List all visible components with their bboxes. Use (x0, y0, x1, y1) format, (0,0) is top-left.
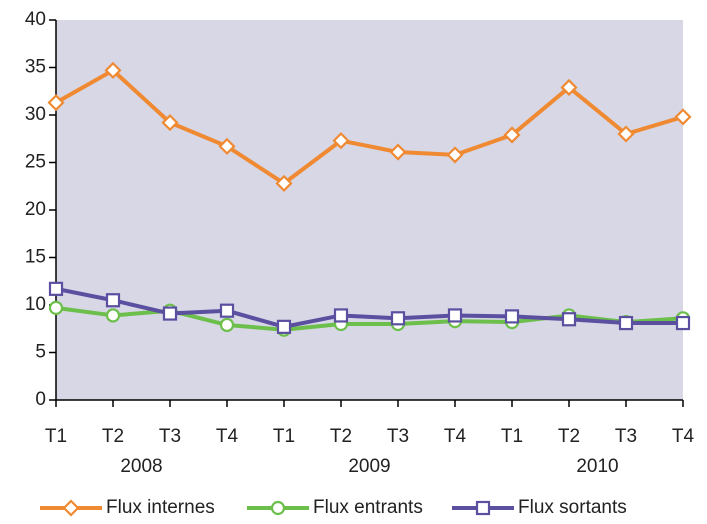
y-tick-label: 5 (35, 342, 46, 363)
data-point (105, 308, 121, 323)
legend-marker (62, 499, 80, 517)
data-point (276, 319, 292, 334)
data-point (332, 132, 350, 150)
x-tick-label: T3 (159, 426, 181, 447)
data-point (674, 108, 692, 126)
x-tick-label: T2 (558, 426, 580, 447)
data-point (618, 315, 634, 331)
data-point (104, 61, 122, 79)
x-tick-label: T1 (501, 426, 523, 447)
series-line (55, 286, 683, 329)
data-point (161, 114, 179, 132)
data-point (561, 312, 577, 327)
data-point (333, 308, 349, 323)
y-tick-label: 30 (25, 104, 46, 125)
data-point (389, 143, 407, 161)
x-tick-label: T4 (444, 426, 467, 447)
year-label: 2008 (120, 456, 162, 477)
data-point (617, 125, 635, 143)
y-tick-label: 40 (25, 9, 46, 30)
x-tick-label: T1 (273, 426, 295, 447)
y-tick-label: 20 (25, 199, 46, 220)
x-tick-label: T3 (615, 426, 637, 447)
x-tick-label: T3 (387, 426, 409, 447)
data-point (446, 146, 464, 164)
data-point (447, 308, 463, 323)
data-point (48, 281, 64, 296)
legend-label: Flux sortants (518, 497, 627, 518)
legend-marker (270, 500, 286, 516)
data-point (162, 306, 178, 321)
y-tick-label: 10 (25, 294, 46, 315)
data-point (219, 317, 235, 333)
data-point (105, 293, 121, 308)
series-line (55, 68, 684, 186)
data-point (675, 315, 691, 331)
x-tick-label: T2 (102, 426, 124, 447)
y-tick-label: 15 (25, 247, 46, 268)
y-tick-label: 35 (25, 57, 46, 78)
x-tick-label: T4 (216, 426, 239, 447)
x-tick-label: T4 (672, 426, 695, 447)
year-label: 2009 (348, 456, 390, 477)
legend-label: Flux entrants (313, 497, 423, 518)
data-point (48, 300, 64, 315)
y-tick-label: 25 (25, 152, 46, 173)
data-point (218, 137, 236, 155)
data-point (504, 309, 520, 324)
data-point (503, 126, 521, 144)
data-point (390, 311, 406, 326)
plot-background (56, 20, 683, 400)
data-point (560, 78, 578, 97)
x-tick-label: T2 (330, 426, 352, 447)
data-point (47, 94, 65, 112)
legend-label: Flux internes (106, 497, 215, 518)
data-point (219, 303, 235, 318)
x-tick-label: T1 (45, 426, 67, 447)
year-label: 2010 (576, 456, 618, 477)
legend-marker (475, 500, 491, 516)
y-tick-label: 0 (35, 389, 46, 410)
data-point (275, 174, 293, 192)
